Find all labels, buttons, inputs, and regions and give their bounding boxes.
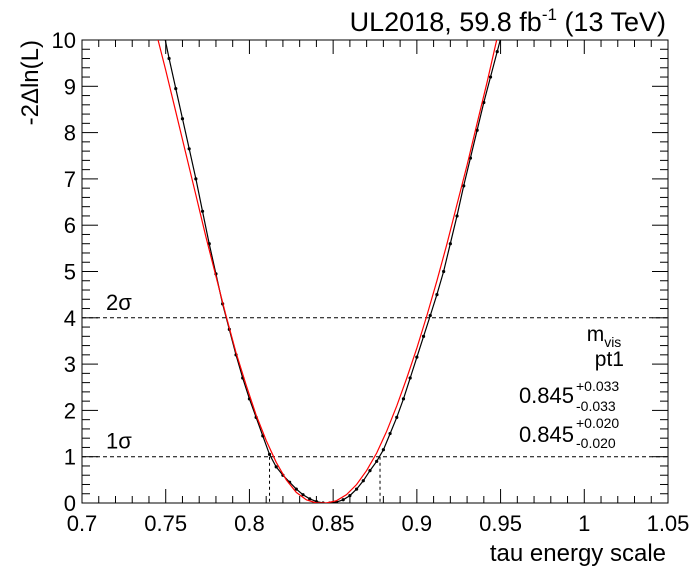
data-point: [294, 487, 298, 491]
data-point: [180, 117, 185, 121]
x-axis-label: tau energy scale: [490, 540, 666, 567]
data-point: [368, 468, 372, 473]
x-tick-label: 0.95: [479, 511, 522, 536]
data-point: [348, 493, 352, 498]
data-point: [167, 56, 171, 61]
data-point: [354, 487, 359, 491]
result-down-red: -0.020: [576, 435, 616, 451]
y-tick-label: 0: [64, 491, 76, 516]
data-point: [375, 459, 379, 463]
data-point: [488, 75, 493, 79]
data-point: [435, 293, 439, 297]
y-axis-label: -2Δln(L): [17, 40, 44, 125]
x-tick-label: 1.05: [647, 511, 690, 536]
x-tick-labels: 0.7 0.75 0.8 0.85 0.9 0.95 1 1.05: [67, 511, 690, 536]
series-group: [157, 25, 501, 503]
data-point: [174, 87, 178, 91]
data-point: [428, 313, 432, 318]
x-tick-label: 0.7: [67, 511, 98, 536]
data-point: [388, 431, 392, 436]
reference-line-label: 1σ: [106, 429, 132, 454]
data-point: [308, 497, 312, 501]
result-up-red: +0.020: [576, 415, 619, 431]
reference-lines: 1σ 2σ: [82, 290, 668, 503]
data-point: [401, 397, 406, 401]
data-point: [475, 128, 479, 132]
result-down-black: -0.033: [576, 398, 616, 414]
data-point: [301, 493, 305, 497]
y-tick-label: 5: [64, 260, 76, 285]
x-tick-label: 0.8: [234, 511, 265, 536]
data-point: [442, 269, 446, 274]
y-tick-label: 9: [64, 74, 76, 99]
variable-label: mvis: [587, 323, 622, 350]
x-tick-label: 0.85: [312, 511, 355, 536]
data-point: [361, 479, 365, 483]
result-annotation: mvis pt1 0.845 +0.033 -0.033 0.845 +0.02…: [519, 323, 624, 451]
y-tick-label: 3: [64, 352, 76, 377]
y-tick-label: 6: [64, 213, 76, 238]
data-point: [455, 214, 459, 218]
data-point: [462, 184, 466, 188]
result-value-red: 0.845: [519, 422, 574, 447]
axis-ticks: [81, 39, 669, 504]
y-tick-label: 10: [52, 28, 76, 53]
series-line-1: [157, 40, 498, 503]
data-point: [381, 448, 385, 452]
data-point: [395, 415, 399, 419]
data-point: [194, 177, 198, 181]
y-tick-label: 7: [64, 167, 76, 192]
result-up-black: +0.033: [576, 378, 619, 394]
chart-title: UL2018, 59.8 fb-1 (13 TeV): [350, 5, 666, 37]
y-tick-label: 4: [64, 306, 76, 331]
category-label: pt1: [595, 348, 624, 371]
plot-frame: [81, 39, 669, 504]
x-tick-label: 0.9: [402, 511, 433, 536]
data-point: [267, 452, 272, 456]
data-point: [495, 49, 499, 54]
data-point: [341, 498, 345, 502]
data-point: [200, 209, 205, 213]
data-point: [448, 242, 452, 246]
y-tick-label: 8: [64, 121, 76, 146]
data-point: [421, 334, 426, 338]
y-tick-labels: 0 1 2 3 4 5 6 7 8 9 10: [52, 28, 76, 516]
y-tick-label: 1: [64, 445, 76, 470]
data-point: [408, 376, 412, 380]
y-tick-label: 2: [64, 398, 76, 423]
data-point: [482, 100, 486, 105]
series-line-0: [164, 40, 501, 503]
data-point: [161, 25, 164, 28]
reference-line-label: 2σ: [106, 290, 132, 315]
x-tick-label: 0.75: [144, 511, 187, 536]
data-point: [187, 147, 191, 151]
data-point: [415, 355, 419, 359]
data-point: [274, 465, 278, 469]
data-point: [468, 156, 473, 160]
result-value-black: 0.845: [519, 383, 574, 408]
x-tick-label: 1: [578, 511, 590, 536]
